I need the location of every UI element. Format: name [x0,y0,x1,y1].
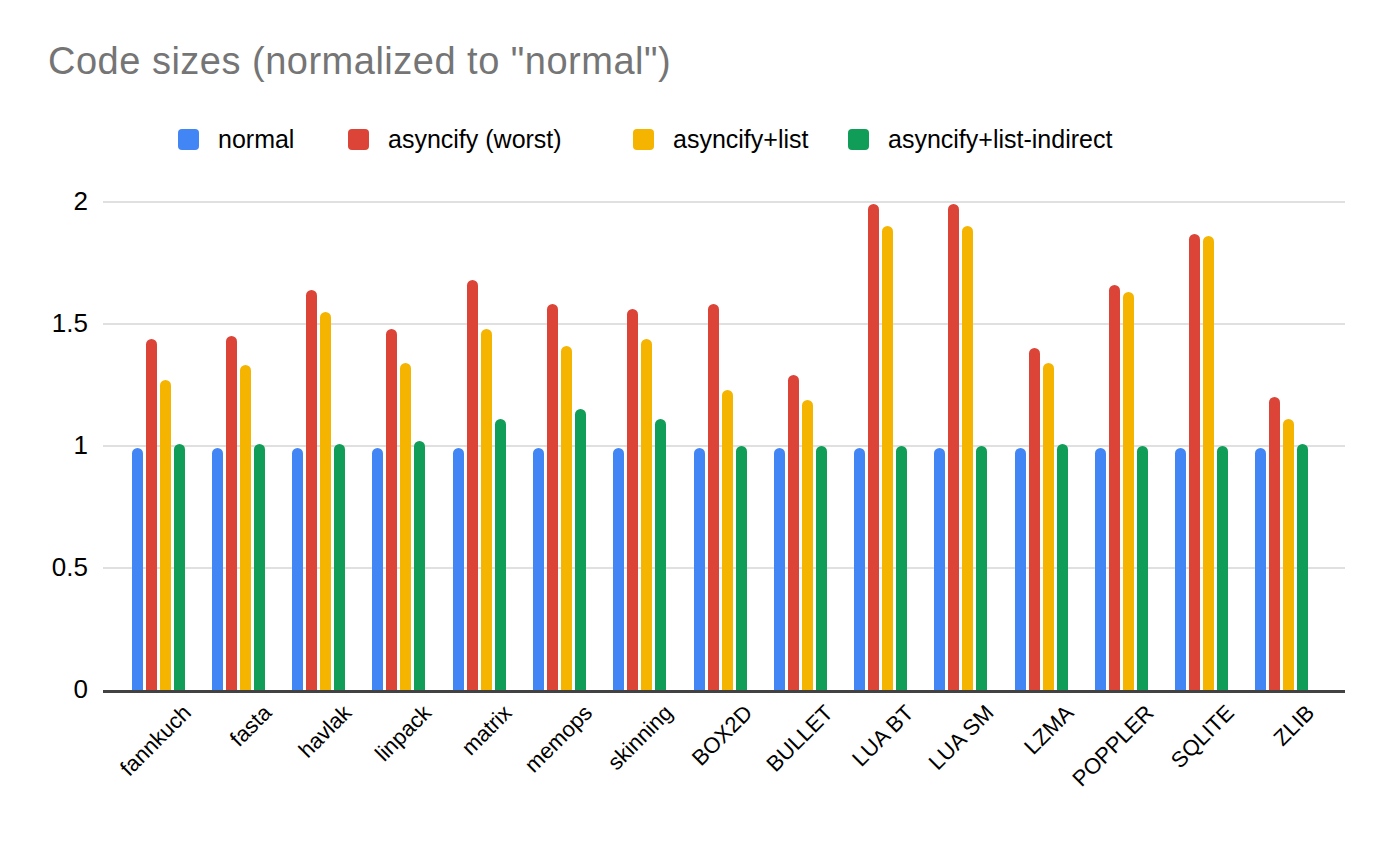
bar-asyncify-worst-fannkuch[interactable] [146,339,157,690]
x-axis-category-label-matrix: matrix [457,700,518,761]
x-axis-category-label-box2d: BOX2D [687,700,758,771]
bar-asyncify-worst-sqlite[interactable] [1189,234,1200,690]
bar-asyncify-worst-havlak[interactable] [306,290,317,690]
x-axis-category-label-zlib: ZLIB [1269,700,1320,751]
bar-normal-bullet[interactable] [774,448,785,690]
x-axis-category-label-linpack: linpack [371,700,438,767]
x-axis-line [103,690,1345,693]
x-axis-category-label-memops: memops [520,700,598,778]
bar-asyncify-list-indirect-zlib[interactable] [1297,444,1308,690]
x-axis-category-label-sqlite: SQLITE [1166,700,1240,774]
bar-asyncify-worst-skinning[interactable] [627,309,638,690]
bar-asyncify-list-fannkuch[interactable] [160,380,171,690]
x-axis-category-label-skinning: skinning [603,700,678,775]
bar-normal-havlak[interactable] [292,448,303,690]
bar-asyncify-list-indirect-fannkuch[interactable] [174,444,185,690]
x-axis-category-label-poppler: POPPLER [1068,700,1160,792]
x-axis-category-label-fannkuch: fannkuch [115,700,197,782]
bar-asyncify-list-matrix[interactable] [481,329,492,690]
bar-asyncify-list-indirect-havlak[interactable] [334,444,345,690]
y-axis-tick-label-2: 2 [0,186,88,217]
x-axis-category-label-lua-bt: LUA BT [847,700,919,772]
bar-normal-poppler[interactable] [1095,448,1106,690]
bar-normal-lua-bt[interactable] [854,448,865,690]
bar-asyncify-list-sqlite[interactable] [1203,236,1214,690]
bar-asyncify-list-poppler[interactable] [1123,292,1134,690]
bar-asyncify-list-bullet[interactable] [802,400,813,690]
x-axis-category-label-lzma: LZMA [1020,700,1080,760]
bar-asyncify-list-indirect-lua-sm[interactable] [976,446,987,690]
y-axis-tick-label-0.5: 0.5 [0,552,88,583]
plot-area: 0 0.5 1 1.5 2 fannkuch fasta havlaklinpack matri… [0,0,1379,852]
y-axis-tick-label-0: 0 [0,674,88,705]
chart-container: Code sizes (normalized to "normal") norm… [0,0,1379,852]
bar-asyncify-list-indirect-box2d[interactable] [736,446,747,690]
bar-asyncify-list-box2d[interactable] [722,390,733,690]
bar-asyncify-list-linpack[interactable] [400,363,411,690]
bar-asyncify-list-memops[interactable] [561,346,572,690]
bar-asyncify-list-indirect-lua-bt[interactable] [896,446,907,690]
bar-normal-matrix[interactable] [453,448,464,690]
bar-normal-lua-sm[interactable] [934,448,945,690]
bar-asyncify-worst-box2d[interactable] [708,304,719,690]
x-axis-category-label-bullet: BULLET [761,700,838,777]
x-axis-category-label-havlak: havlak [294,700,357,763]
bar-asyncify-worst-linpack[interactable] [386,329,397,690]
bar-asyncify-worst-fasta[interactable] [226,336,237,690]
x-axis-category-label-lua-sm: LUA SM [924,700,999,775]
bar-asyncify-list-indirect-sqlite[interactable] [1217,446,1228,690]
bar-asyncify-list-indirect-memops[interactable] [575,409,586,690]
bar-asyncify-worst-bullet[interactable] [788,375,799,690]
y-axis-tick-label-1.5: 1.5 [0,308,88,339]
x-axis-category-label-fasta: fasta [225,700,277,752]
bar-asyncify-worst-lua-bt[interactable] [868,204,879,690]
bar-asyncify-list-indirect-fasta[interactable] [254,444,265,690]
bar-normal-fannkuch[interactable] [132,448,143,690]
bar-asyncify-list-skinning[interactable] [641,339,652,690]
bar-asyncify-list-indirect-bullet[interactable] [816,446,827,690]
bar-asyncify-list-fasta[interactable] [240,365,251,690]
gridline-1.5 [103,323,1345,325]
bar-asyncify-worst-memops[interactable] [547,304,558,690]
bar-normal-zlib[interactable] [1255,448,1266,690]
bar-normal-linpack[interactable] [372,448,383,690]
bar-asyncify-list-indirect-poppler[interactable] [1137,446,1148,690]
bar-asyncify-list-indirect-skinning[interactable] [655,419,666,690]
bar-asyncify-list-zlib[interactable] [1283,419,1294,690]
bar-asyncify-list-lzma[interactable] [1043,363,1054,690]
bar-asyncify-list-lua-sm[interactable] [962,226,973,690]
bar-asyncify-worst-zlib[interactable] [1269,397,1280,690]
bar-asyncify-worst-poppler[interactable] [1109,285,1120,690]
bar-asyncify-list-indirect-matrix[interactable] [495,419,506,690]
bar-asyncify-list-havlak[interactable] [320,312,331,690]
bar-asyncify-worst-lzma[interactable] [1029,348,1040,690]
bar-normal-fasta[interactable] [212,448,223,690]
bar-normal-skinning[interactable] [613,448,624,690]
bar-asyncify-worst-matrix[interactable] [467,280,478,690]
bar-asyncify-list-indirect-linpack[interactable] [414,441,425,690]
bar-normal-box2d[interactable] [694,448,705,690]
bar-normal-sqlite[interactable] [1175,448,1186,690]
bar-asyncify-list-lua-bt[interactable] [882,226,893,690]
bar-asyncify-list-indirect-lzma[interactable] [1057,444,1068,690]
y-axis-tick-label-1: 1 [0,430,88,461]
bar-normal-memops[interactable] [533,448,544,690]
bar-asyncify-worst-lua-sm[interactable] [948,204,959,690]
bar-normal-lzma[interactable] [1015,448,1026,690]
gridline-2 [103,201,1345,203]
